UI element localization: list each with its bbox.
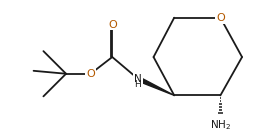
- Polygon shape: [137, 77, 174, 95]
- Text: N: N: [134, 74, 142, 84]
- Text: O: O: [108, 20, 117, 30]
- Text: O: O: [86, 69, 95, 79]
- Text: H: H: [134, 80, 141, 89]
- Text: O: O: [216, 13, 225, 23]
- Text: NH$_2$: NH$_2$: [210, 118, 231, 132]
